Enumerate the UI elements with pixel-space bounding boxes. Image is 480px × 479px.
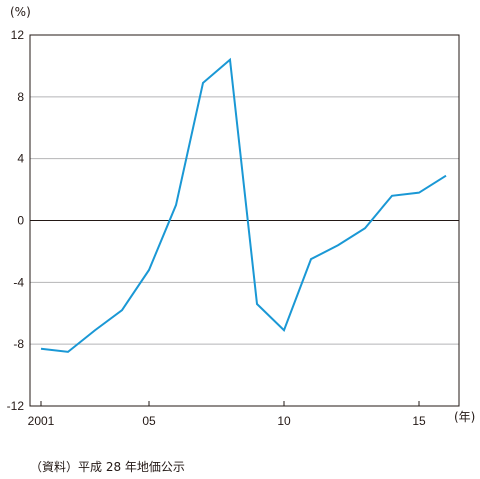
series-line bbox=[40, 57, 447, 353]
source-note: （資料）平成 28 年地価公示 bbox=[30, 460, 185, 474]
y-tick-label: 4 bbox=[17, 152, 24, 166]
y-tick-label: -8 bbox=[13, 337, 24, 351]
plot-frame bbox=[29, 34, 460, 407]
x-tick-label: 2001 bbox=[28, 414, 55, 428]
y-axis-ticks: 12 8 4 0 -4 -8 -12 bbox=[7, 28, 25, 413]
y-tick-label: 8 bbox=[17, 90, 24, 104]
x-axis-unit: (年) bbox=[454, 410, 475, 424]
x-tick-label: 15 bbox=[412, 414, 426, 428]
x-axis-ticks: 2001 05 10 15 bbox=[28, 401, 426, 428]
x-tick-label: 10 bbox=[277, 414, 291, 428]
y-tick-label: 0 bbox=[17, 214, 24, 228]
y-tick-label: -4 bbox=[13, 275, 24, 289]
gridlines bbox=[30, 96, 459, 345]
y-tick-label: -12 bbox=[7, 399, 25, 413]
y-tick-label: 12 bbox=[11, 28, 25, 42]
y-axis-unit: (%) bbox=[10, 5, 31, 19]
x-tick-label: 05 bbox=[142, 414, 156, 428]
